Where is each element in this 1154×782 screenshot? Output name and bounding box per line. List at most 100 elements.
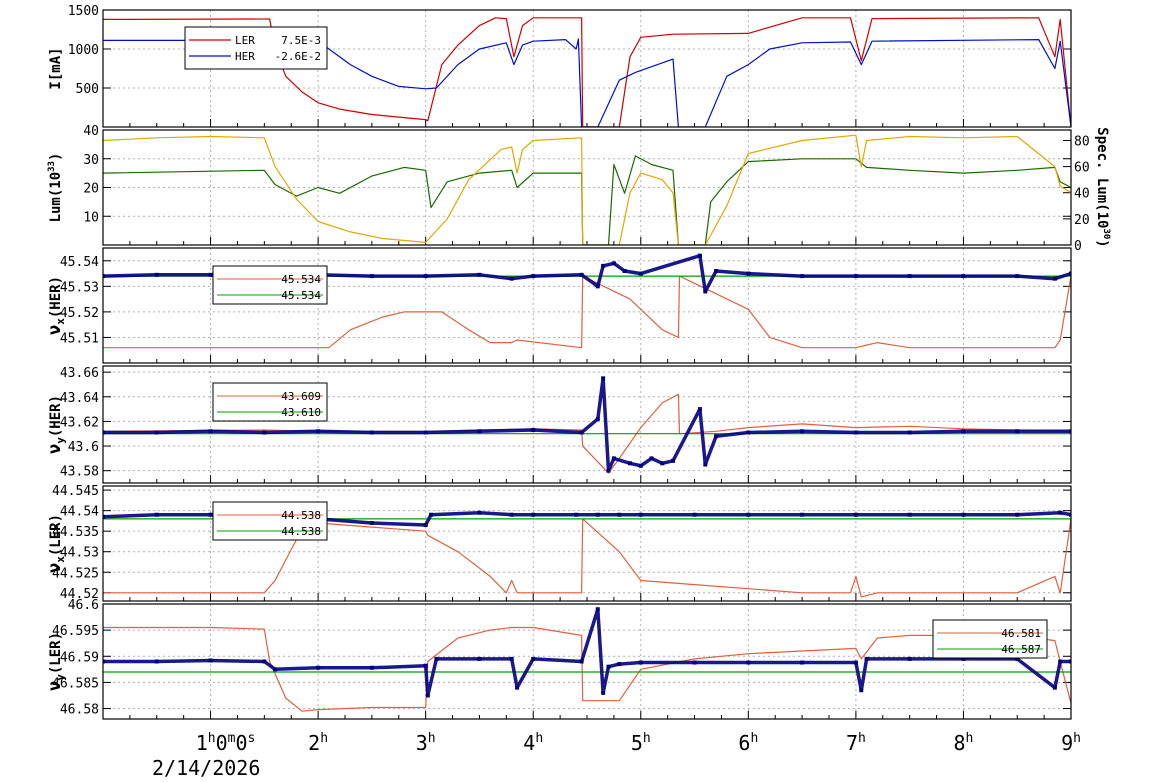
- data-point: [208, 658, 213, 663]
- data-point: [369, 274, 374, 279]
- data-point: [853, 660, 858, 665]
- data-point: [369, 430, 374, 435]
- y-axis-label: νy(LER): [45, 632, 67, 691]
- data-point: [617, 662, 622, 667]
- y2-tick-label: 0: [1074, 239, 1082, 254]
- data-point: [622, 269, 627, 273]
- data-point: [638, 463, 643, 468]
- data-point: [961, 274, 966, 279]
- data-point: [907, 430, 912, 435]
- legend-box: [212, 265, 328, 305]
- data-point: [579, 272, 584, 277]
- data-point: [961, 512, 966, 517]
- data-point: [423, 523, 428, 528]
- panel-frame: [102, 485, 1072, 602]
- data-point: [574, 512, 579, 517]
- x-tick-label: 5h: [631, 731, 651, 755]
- x-tick-label: 9h: [1061, 731, 1081, 755]
- legend-name: LER: [235, 34, 255, 47]
- series-group: [103, 376, 1071, 474]
- y-tick-label: 44.525: [52, 566, 99, 581]
- series-group: [103, 134, 1071, 245]
- data-point: [154, 659, 159, 664]
- data-point: [611, 456, 616, 461]
- panel-frame: [102, 365, 1072, 484]
- data-point: [853, 512, 858, 517]
- data-point: [638, 271, 643, 276]
- y-tick-label: 43.64: [60, 391, 99, 406]
- legend: 44.538 44.538: [212, 501, 328, 541]
- series-ler-line: [103, 17, 1071, 127]
- data-point: [579, 659, 584, 664]
- series-tune-meas-points: [103, 607, 1071, 698]
- y-tick-label: 45.54: [60, 255, 99, 270]
- data-point: [509, 276, 514, 281]
- x-tick-label: 4h: [523, 731, 543, 755]
- series-tune-meas-band: [103, 607, 1071, 698]
- data-point: [703, 462, 708, 467]
- data-point: [425, 693, 430, 698]
- y-tick-label: 44.53: [60, 546, 99, 561]
- series-lum-left-line: [103, 155, 1071, 245]
- data-point: [579, 430, 584, 435]
- series-tune-ref-line: [103, 626, 1071, 712]
- data-point: [262, 659, 267, 664]
- data-point: [961, 429, 966, 434]
- y-tick-label: 45.53: [60, 280, 99, 295]
- data-point: [746, 430, 751, 435]
- data-point: [1015, 656, 1020, 661]
- data-point: [316, 665, 321, 670]
- y-axis-label: νy(HER): [45, 395, 67, 454]
- data-point: [369, 520, 374, 525]
- time-axis: 1h0m0s 2h 3h 4h 5h 6h 7h 8h 9h 2/14/2026: [152, 731, 1081, 780]
- data-point: [1069, 659, 1071, 664]
- legend-value: 44.538: [281, 525, 321, 538]
- data-point: [746, 271, 751, 276]
- data-point: [154, 430, 159, 435]
- y-axis-label: νx(LER): [45, 514, 67, 573]
- legend-box: [184, 26, 328, 70]
- x-tick-label: 7h: [846, 731, 866, 755]
- data-point: [697, 253, 702, 258]
- series-tune-meas-points: [103, 253, 1071, 294]
- y-tick-label: 1000: [68, 43, 99, 58]
- data-point: [628, 461, 633, 466]
- legend: 43.609 43.610: [212, 382, 328, 422]
- data-point: [859, 688, 864, 693]
- data-point: [477, 510, 482, 515]
- y-tick-label: 30: [83, 153, 99, 168]
- data-point: [853, 274, 858, 279]
- data-point: [714, 269, 719, 273]
- legend-box: [932, 619, 1048, 659]
- y-tick-label: 46.58: [60, 703, 99, 718]
- data-point: [595, 284, 600, 289]
- data-point: [531, 428, 536, 433]
- data-point: [423, 274, 428, 279]
- legend-value: 46.581: [1001, 627, 1041, 640]
- legend-value: 45.534: [281, 289, 321, 302]
- data-point: [154, 272, 159, 277]
- data-point: [369, 665, 374, 670]
- data-point: [208, 272, 213, 277]
- data-point: [692, 660, 697, 665]
- data-point: [714, 434, 719, 439]
- panel-nux_ler: 44.52 44.525 44.53 44.535 44.54 44.545 νx(LER)…: [45, 484, 1072, 602]
- legend-value: 45.534: [281, 273, 321, 286]
- y-tick-label: 43.66: [60, 366, 99, 381]
- y-tick-label: 1500: [68, 4, 99, 19]
- y2-tick-label: 80: [1074, 134, 1090, 149]
- data-point: [208, 429, 213, 434]
- data-point: [509, 656, 514, 661]
- y-tick-label: 44.54: [60, 505, 99, 520]
- data-point: [477, 656, 482, 661]
- data-point: [429, 512, 434, 517]
- data-point: [103, 659, 105, 664]
- data-point: [477, 429, 482, 434]
- data-point: [1052, 276, 1057, 281]
- data-point: [154, 512, 159, 517]
- y-tick-label: 45.51: [60, 331, 99, 346]
- data-point: [907, 656, 912, 661]
- panel-frame: [102, 603, 1072, 720]
- series-her-line: [103, 38, 1071, 127]
